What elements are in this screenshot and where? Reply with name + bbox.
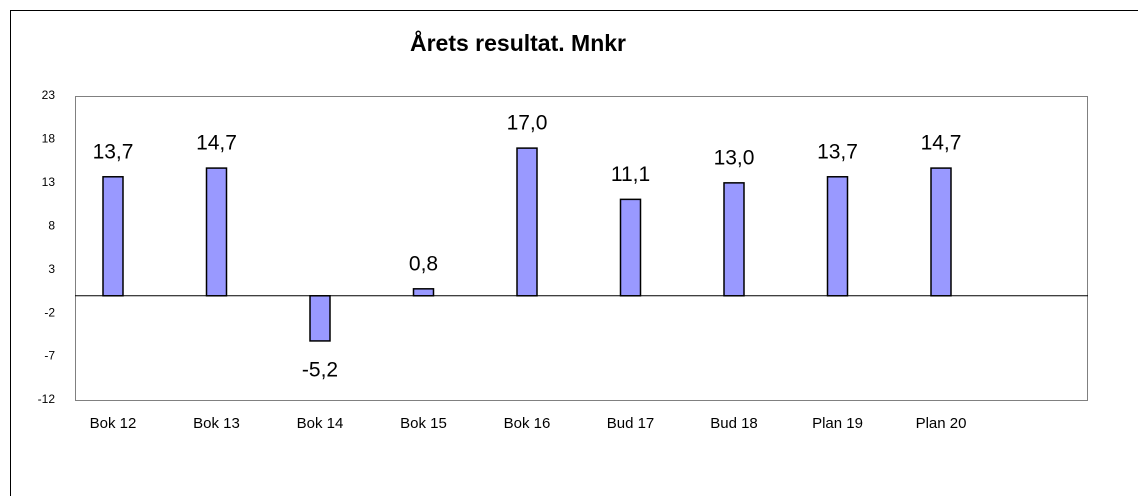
y-tick-label: 23 [42, 88, 56, 102]
y-tick-label: -2 [44, 305, 55, 319]
bar [412, 288, 435, 297]
data-label: 13,7 [817, 140, 858, 163]
x-tick-label: Bok 12 [90, 415, 137, 432]
x-tick-label: Bok 16 [504, 415, 551, 432]
bar [619, 198, 642, 297]
data-label: 0,8 [409, 252, 438, 275]
y-tick-label: 8 [48, 218, 55, 232]
x-tick-label: Bud 18 [710, 415, 758, 432]
chart-border [10, 10, 1138, 496]
bar [930, 167, 952, 297]
y-tick-label: 13 [42, 175, 56, 189]
bar [309, 295, 331, 342]
x-tick-label: Bok 15 [400, 415, 447, 432]
bar [826, 176, 849, 297]
x-tick-label: Bok 13 [193, 415, 240, 432]
data-label: -5,2 [302, 358, 338, 381]
data-label: 14,7 [196, 132, 237, 155]
bar [516, 147, 538, 297]
data-label: 11,1 [611, 163, 650, 186]
chart-title: Årets resultat. Mnkr [410, 29, 626, 56]
data-label: 14,7 [921, 132, 962, 155]
y-tick-label: -12 [38, 392, 56, 406]
bar [102, 176, 124, 297]
y-tick-label: -7 [44, 349, 55, 363]
bar [723, 182, 745, 297]
x-tick-label: Plan 19 [812, 415, 863, 432]
data-label: 13,7 [93, 140, 134, 163]
y-tick-label: 3 [48, 262, 55, 276]
data-label: 13,0 [714, 146, 755, 169]
x-tick-label: Bok 14 [297, 415, 344, 432]
plot-area [75, 96, 1088, 401]
x-tick-label: Plan 20 [916, 415, 967, 432]
x-tick-label: Bud 17 [607, 415, 655, 432]
data-label: 17,0 [507, 112, 548, 135]
bar [205, 167, 228, 297]
y-tick-label: 18 [42, 132, 56, 146]
